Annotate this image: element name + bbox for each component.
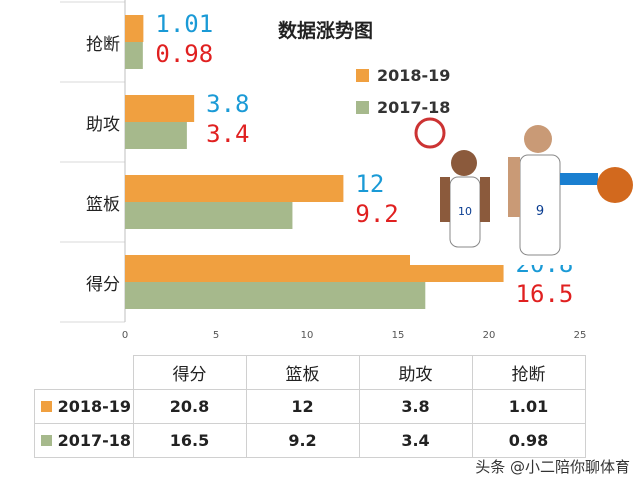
x-tick-label: 25 bbox=[573, 330, 587, 341]
bar-2018-19-抢断 bbox=[125, 15, 144, 42]
x-tick-label: 0 bbox=[121, 330, 129, 341]
table-cell: 3.4 bbox=[358, 423, 473, 458]
bar-2017-18-得分 bbox=[125, 282, 426, 309]
category-label: 篮板 bbox=[86, 195, 120, 215]
table-cell: 1.01 bbox=[471, 389, 586, 424]
data-label: 0.98 bbox=[155, 40, 214, 68]
table-header: 篮板 bbox=[245, 355, 360, 390]
table-series-cell: 2017-18 bbox=[34, 423, 134, 458]
players-photo: 10 9 bbox=[410, 115, 640, 265]
data-label: 9.2 bbox=[355, 200, 399, 228]
x-tick-label: 10 bbox=[300, 330, 314, 341]
svg-text:9: 9 bbox=[536, 204, 544, 219]
table-cell: 3.8 bbox=[358, 389, 473, 424]
table-header-row: 得分 篮板 助攻 抢断 bbox=[35, 355, 586, 390]
data-label: 12 bbox=[355, 170, 385, 198]
data-label: 3.8 bbox=[206, 90, 250, 118]
table-series-label: 2017-18 bbox=[57, 431, 132, 450]
table-header: 抢断 bbox=[471, 355, 586, 390]
table-cell: 12 bbox=[245, 389, 360, 424]
watermark: 头条 @小二陪你聊体育 bbox=[475, 458, 630, 476]
legend-item-2018-19: 2018-19 bbox=[356, 66, 450, 85]
table-swatch-2018-19 bbox=[41, 401, 52, 412]
table-cell: 20.8 bbox=[132, 389, 247, 424]
table-row: 2017-18 16.5 9.2 3.4 0.98 bbox=[34, 423, 586, 458]
table-cell: 16.5 bbox=[132, 423, 247, 458]
bar-2017-18-抢断 bbox=[125, 42, 143, 69]
data-table: 得分 篮板 助攻 抢断 2018-19 20.8 12 3.8 1.01 201… bbox=[34, 355, 586, 458]
table-row: 2018-19 20.8 12 3.8 1.01 bbox=[34, 389, 586, 424]
x-tick-label: 20 bbox=[482, 330, 496, 341]
table-header: 助攻 bbox=[358, 355, 473, 390]
category-label: 抢断 bbox=[86, 35, 120, 55]
svg-text:10: 10 bbox=[458, 205, 472, 218]
bar-2017-18-篮板 bbox=[125, 202, 293, 229]
bar-2017-18-助攻 bbox=[125, 122, 187, 149]
table-swatch-2017-18 bbox=[41, 435, 52, 446]
table-cell: 9.2 bbox=[245, 423, 360, 458]
legend-label-2018-19: 2018-19 bbox=[377, 66, 451, 85]
x-tick-label: 5 bbox=[212, 330, 220, 341]
table-series-label: 2018-19 bbox=[57, 397, 132, 416]
legend-swatch-2017-18 bbox=[356, 101, 369, 114]
data-label: 1.01 bbox=[155, 10, 214, 38]
x-tick-label: 15 bbox=[391, 330, 405, 341]
table-cell: 0.98 bbox=[471, 423, 586, 458]
table-header: 得分 bbox=[132, 355, 247, 390]
bar-2018-19-篮板 bbox=[125, 175, 344, 202]
category-label: 得分 bbox=[86, 275, 120, 295]
legend-item-2017-18: 2017-18 bbox=[356, 98, 450, 117]
category-label: 助攻 bbox=[86, 115, 120, 135]
legend-label-2017-18: 2017-18 bbox=[377, 98, 451, 117]
bar-2018-19-助攻 bbox=[125, 95, 195, 122]
data-label: 3.4 bbox=[206, 120, 250, 148]
data-label: 16.5 bbox=[515, 280, 574, 308]
table-series-cell: 2018-19 bbox=[34, 389, 134, 424]
legend-swatch-2018-19 bbox=[356, 69, 369, 82]
chart-title: 数据涨势图 bbox=[278, 20, 374, 42]
